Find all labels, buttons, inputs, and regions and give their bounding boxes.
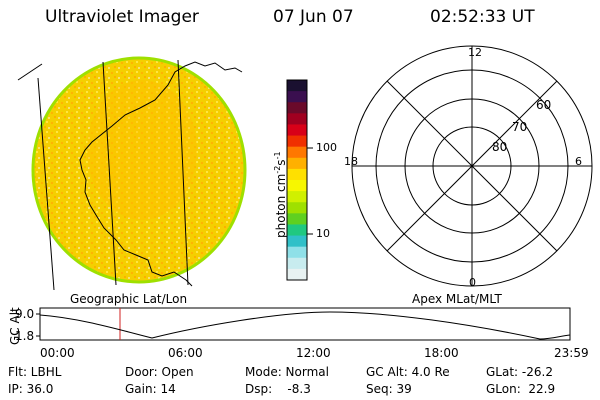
colorbar-cell xyxy=(287,102,307,114)
time-label: 02:52:33 UT xyxy=(430,7,535,27)
colorbar-cell xyxy=(287,157,307,170)
date-label: 07 Jun 07 xyxy=(273,7,354,27)
colorbar-cell xyxy=(287,168,307,181)
altitude-xtick: 18:00 xyxy=(424,346,459,360)
polar-label: Apex MLat/MLT xyxy=(412,292,502,306)
colorbar-cell xyxy=(287,202,307,214)
altitude-curve xyxy=(39,311,571,340)
colorbar-cell xyxy=(287,257,307,270)
altitude-xtick: 23:59 xyxy=(554,346,589,360)
colorbar-cell xyxy=(287,213,307,225)
mlt-label-6: 6 xyxy=(575,155,582,168)
mode-info: Mode: Normal xyxy=(245,365,329,379)
glat-info: GLat: -26.2 xyxy=(486,365,553,379)
colorbar-cell xyxy=(287,80,307,92)
colorbar-cell xyxy=(287,113,307,125)
colorbar-cell xyxy=(287,135,307,148)
meridian-line xyxy=(17,63,43,81)
glon-info: GLon: 22.9 xyxy=(486,382,556,396)
dsp-info: Dsp: -8.3 xyxy=(245,382,311,396)
mlt-label-12: 12 xyxy=(468,46,482,59)
mlt-label-18: 18 xyxy=(344,155,358,168)
seq-info: Seq: 39 xyxy=(366,382,412,396)
colorbar-cell xyxy=(287,91,307,103)
door-info: Door: Open xyxy=(125,365,194,379)
lat-label-80: 80 xyxy=(492,140,508,154)
colorbar-cell xyxy=(287,180,307,192)
uv-disk xyxy=(31,56,247,284)
lat-label-60: 60 xyxy=(536,98,552,112)
altitude-ytick: 9.0 xyxy=(15,307,35,321)
ip-info: IP: 36.0 xyxy=(8,382,54,396)
altitude-xtick: 00:00 xyxy=(40,346,75,360)
gc-alt-info: GC Alt: 4.0 Re xyxy=(366,365,450,379)
image-label: Geographic Lat/Lon xyxy=(70,292,188,306)
meridian-line xyxy=(37,77,55,291)
colorbar-cell xyxy=(287,146,307,159)
colorbar-cell xyxy=(287,268,307,281)
altitude-ytick: 1.8 xyxy=(15,329,35,343)
colorbar-cell xyxy=(287,124,307,137)
colorbar-cell xyxy=(287,191,307,203)
colorbar-tick: 10 xyxy=(316,227,330,240)
instrument-title: Ultraviolet Imager xyxy=(45,7,199,27)
meridian-line xyxy=(177,59,189,286)
mlt-label-0: 0 xyxy=(469,276,476,289)
meridian-line xyxy=(102,61,117,286)
altitude-xtick: 12:00 xyxy=(296,346,331,360)
altitude-xtick: 06:00 xyxy=(168,346,203,360)
gain-info: Gain: 14 xyxy=(125,382,176,396)
lat-label-70: 70 xyxy=(512,120,528,134)
colorbar-tick: 100 xyxy=(316,141,337,154)
colorbar-cell xyxy=(287,224,307,237)
filter-info: Flt: LBHL xyxy=(8,365,62,379)
colorbar-cell xyxy=(287,235,307,248)
coastline xyxy=(79,61,243,287)
colorbar-cell xyxy=(287,246,307,259)
